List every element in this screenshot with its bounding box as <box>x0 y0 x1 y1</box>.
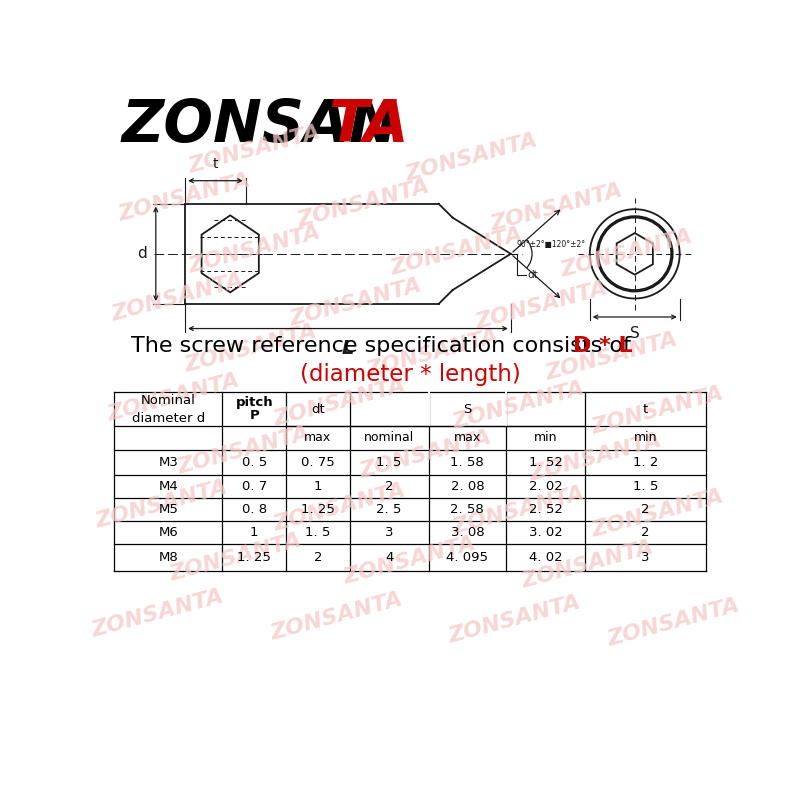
Text: t: t <box>643 402 648 415</box>
Text: ZONSANTA: ZONSANTA <box>106 370 242 425</box>
Text: S: S <box>630 326 640 342</box>
Text: 3: 3 <box>642 551 650 564</box>
Text: ZONSAN: ZONSAN <box>122 97 398 154</box>
Text: nominal: nominal <box>364 431 414 444</box>
Text: dt: dt <box>527 270 538 281</box>
Text: ZONSANTA: ZONSANTA <box>590 383 726 438</box>
Text: 0. 5: 0. 5 <box>242 456 267 469</box>
Text: ZONSANTA: ZONSANTA <box>94 477 230 531</box>
Text: ZONSANTA: ZONSANTA <box>446 592 583 647</box>
Text: ZONSANTA: ZONSANTA <box>388 224 525 279</box>
Text: 2: 2 <box>642 526 650 539</box>
Text: ZONSANTA: ZONSANTA <box>272 480 409 534</box>
Text: TA: TA <box>328 97 408 154</box>
Text: 3. 08: 3. 08 <box>450 526 484 539</box>
Text: 0. 8: 0. 8 <box>242 503 266 516</box>
Text: 4: 4 <box>385 551 394 564</box>
Text: 1: 1 <box>314 480 322 493</box>
Text: ZONSANTA: ZONSANTA <box>474 278 610 333</box>
Text: ZONSANTA: ZONSANTA <box>295 177 432 231</box>
Text: min: min <box>534 431 558 444</box>
Text: pitch: pitch <box>235 395 273 409</box>
Text: 2: 2 <box>642 503 650 516</box>
Text: max: max <box>454 431 481 444</box>
Text: 2. 52: 2. 52 <box>529 503 562 516</box>
Text: M4: M4 <box>158 480 178 493</box>
Text: ZONSANTA: ZONSANTA <box>287 275 424 330</box>
Text: 1. 5: 1. 5 <box>305 526 330 539</box>
Text: 1. 25: 1. 25 <box>238 551 271 564</box>
Text: ZONSANTA: ZONSANTA <box>520 537 657 591</box>
Text: 4. 095: 4. 095 <box>446 551 488 564</box>
Text: ZONSANTA: ZONSANTA <box>117 170 254 225</box>
Text: 1. 2: 1. 2 <box>633 456 658 469</box>
Text: ZONSANTA: ZONSANTA <box>268 590 405 644</box>
Text: ZONSANTA: ZONSANTA <box>109 270 246 325</box>
Text: 3: 3 <box>385 526 394 539</box>
Text: t: t <box>213 158 218 171</box>
Text: 1: 1 <box>250 526 258 539</box>
Text: ZONSANTA: ZONSANTA <box>182 322 319 376</box>
Text: ZONSANTA: ZONSANTA <box>342 534 478 588</box>
Text: ZONSANTA: ZONSANTA <box>558 226 695 281</box>
Text: ZONSANTA: ZONSANTA <box>543 329 680 383</box>
Text: ZONSANTA: ZONSANTA <box>90 586 226 641</box>
Text: ZONSANTA: ZONSANTA <box>272 375 409 430</box>
Text: ZONSANTA: ZONSANTA <box>489 180 626 235</box>
Text: 1. 5: 1. 5 <box>376 456 402 469</box>
Text: 0. 75: 0. 75 <box>301 456 334 469</box>
Text: 4. 02: 4. 02 <box>529 551 562 564</box>
Text: ZONSANTA: ZONSANTA <box>528 430 664 485</box>
Text: 2: 2 <box>385 480 394 493</box>
Text: max: max <box>304 431 331 444</box>
Text: ZONSANTA: ZONSANTA <box>404 130 540 185</box>
Text: ZONSANTA: ZONSANTA <box>450 378 587 433</box>
Text: The screw reference specification consists of: The screw reference specification consis… <box>131 336 638 356</box>
Text: 2. 58: 2. 58 <box>450 503 484 516</box>
Text: S: S <box>463 402 471 415</box>
Text: ZONSANTA: ZONSANTA <box>590 486 726 541</box>
Text: ZONSANTA: ZONSANTA <box>175 423 312 478</box>
Text: 1. 58: 1. 58 <box>450 456 484 469</box>
Text: min: min <box>634 431 658 444</box>
Text: (diameter * length): (diameter * length) <box>300 363 520 386</box>
Text: ZONSANTA: ZONSANTA <box>605 595 742 650</box>
Text: 1. 5: 1. 5 <box>633 480 658 493</box>
Text: ZONSANTA: ZONSANTA <box>167 530 304 586</box>
Text: M3: M3 <box>158 456 178 469</box>
Text: P: P <box>250 410 259 422</box>
Text: 2: 2 <box>314 551 322 564</box>
Text: 1. 52: 1. 52 <box>529 456 562 469</box>
Text: M6: M6 <box>158 526 178 539</box>
Text: 90°±2°■120°±2°: 90°±2°■120°±2° <box>517 240 586 250</box>
Text: 3. 02: 3. 02 <box>529 526 562 539</box>
Text: 1. 25: 1. 25 <box>301 503 334 516</box>
Text: 2. 08: 2. 08 <box>450 480 484 493</box>
Text: ZONSANTA: ZONSANTA <box>357 427 494 482</box>
Text: L: L <box>342 338 354 358</box>
Text: ZONSANTA: ZONSANTA <box>365 326 502 381</box>
Text: ZONSANTA: ZONSANTA <box>186 122 323 177</box>
Text: 2. 5: 2. 5 <box>376 503 402 516</box>
Text: D * L: D * L <box>573 336 632 356</box>
Text: 2. 02: 2. 02 <box>529 480 562 493</box>
Text: ZONSANTA: ZONSANTA <box>450 483 587 538</box>
Text: d: d <box>138 246 147 262</box>
Text: 0. 7: 0. 7 <box>242 480 267 493</box>
Text: M8: M8 <box>158 551 178 564</box>
Text: ZONSANTA: ZONSANTA <box>186 222 323 278</box>
Text: Nominal
diameter d: Nominal diameter d <box>131 394 205 425</box>
Text: M5: M5 <box>158 503 178 516</box>
Text: dt: dt <box>311 402 325 415</box>
